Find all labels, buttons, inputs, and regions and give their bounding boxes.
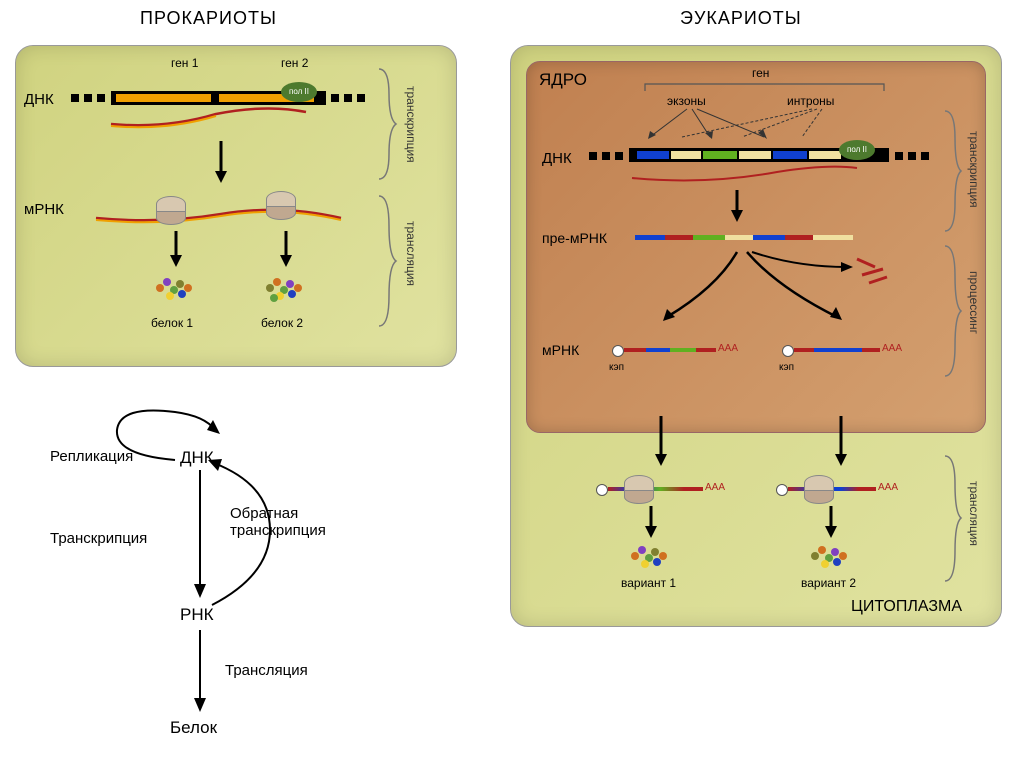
arrow-down-icon [641,506,661,541]
variant2-label: вариант 2 [801,576,856,590]
transcription-stage: транскрипция [404,86,418,163]
mrna-label: мРНК [24,201,64,218]
arrow-down-icon [727,190,747,225]
processing-stage: процессинг [967,271,981,334]
ribosome-icon [156,196,184,220]
protein-cluster [156,276,196,306]
dna-label: ДНК [24,91,54,108]
translation-stage: трансляция [967,481,981,546]
nucleus-label: ЯДРО [539,70,587,90]
transcription-label: Транскрипция [50,530,147,547]
transcription-stage: транскрипция [967,131,981,208]
exons-label: экзоны [667,94,706,108]
prokaryote-panel: ген 1 ген 2 ДНК мРНК пол II [15,45,457,367]
polII-icon: пол II [839,140,875,160]
exon-intron-arrows [642,107,892,142]
mrna-line [91,196,351,236]
translation-stage: трансляция [404,221,418,286]
brace-icon [374,64,399,184]
bracket-icon [642,80,887,92]
cap2: кэп [779,362,794,373]
arrow-down-icon [166,231,186,271]
pre-mrna-line [635,235,855,240]
introns-label: интроны [787,94,834,108]
eukaryote-panel: ЯДРО ген экзоны интроны ДНК [510,45,1002,627]
protein-cluster [811,544,851,574]
cytoplasm-label: ЦИТОПЛАЗМА [851,598,962,616]
arrow-down-icon [651,416,671,471]
gene2-label: ген 2 [281,56,308,70]
pre-mrna-label: пре-мРНК [542,230,607,246]
ribosome-icon [266,191,294,215]
arrow-down-icon [276,231,296,271]
protein1-label: белок 1 [151,316,193,330]
arrow-down-icon [211,141,231,186]
splicing-arrows [637,247,917,327]
brace-icon [374,191,399,331]
protein-cluster [266,276,306,306]
gene-label: ген [752,66,769,80]
dna-label: ДНК [542,150,572,167]
gene1-label: ген 1 [171,56,198,70]
polII-icon: пол II [281,82,317,102]
reverse-arrow [200,455,320,610]
brace-icon [941,451,963,586]
protein2-label: белок 2 [261,316,303,330]
translation-label: Трансляция [225,662,308,679]
dogma-protein: Белок [170,718,217,738]
brace-icon [941,241,963,381]
translation-arrow [190,630,210,715]
eukaryote-title: ЭУКАРИОТЫ [680,8,802,29]
protein-cluster [631,544,671,574]
arrow-down-icon [831,416,851,471]
nascent-rna [627,160,877,190]
brace-icon [941,106,963,236]
nucleus-panel: ЯДРО ген экзоны интроны ДНК [526,61,986,433]
cap1: кэп [609,362,624,373]
mrna-label: мРНК [542,342,579,358]
variant1-label: вариант 1 [621,576,676,590]
nascent-rna [106,104,336,139]
prokaryote-title: ПРОКАРИОТЫ [140,8,277,29]
arrow-down-icon [821,506,841,541]
